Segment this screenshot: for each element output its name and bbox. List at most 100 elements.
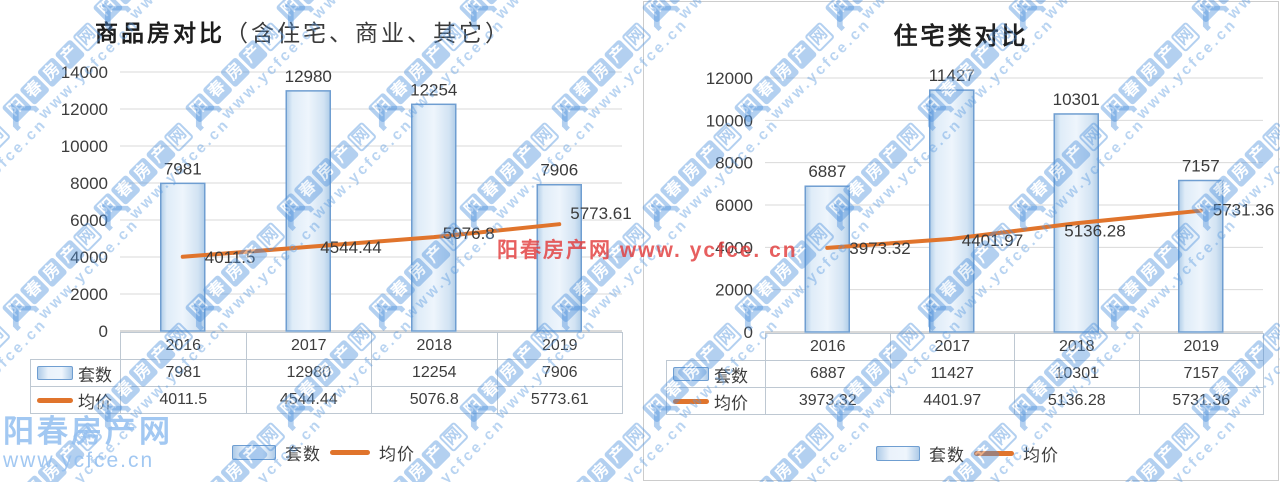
bar-value-label: 7981: [164, 159, 202, 178]
table-row: 套数 7981 12980 12254 7906: [30, 359, 623, 387]
right-chart-title-main: 住宅类对比: [893, 23, 1029, 50]
bar-value-label: 12980: [285, 67, 332, 86]
bar-2018: [411, 103, 457, 332]
series-name: 套数: [78, 365, 112, 385]
table-value-cell: 5076.8: [371, 386, 498, 414]
x-category-label: 2019: [1138, 333, 1264, 361]
series-name: 套数: [714, 366, 748, 386]
line-value-label: 4544.44: [320, 238, 381, 257]
table-value-cell: 3973.32: [765, 387, 891, 415]
table-value-cell: 4544.44: [245, 386, 372, 414]
series-name: 均价: [714, 393, 748, 413]
y-tick-label: 8000: [715, 154, 753, 173]
left-chart-panel: 商品房对比（含住宅、商业、其它） 0 2000 4000 6000 8000 10000 1…: [30, 14, 632, 465]
line-series-swatch: [330, 450, 370, 455]
line-value-label: 5731.36: [1213, 201, 1274, 220]
bar-value-label: 7157: [1182, 157, 1220, 176]
y-tick-label: 2000: [70, 285, 108, 304]
y-tick-label: 4000: [70, 248, 108, 267]
right-chart-panel: 住宅类对比 0 2000 4000 6000 8000 10000 12000 6887 114…: [643, 1, 1279, 481]
table-header-row: 2016 2017 2018 2019: [667, 333, 1264, 361]
bar-value-label: 11427: [929, 66, 975, 85]
bar-series-swatch: [673, 367, 709, 381]
bar-series-label: 套数: [285, 445, 321, 464]
y-tick-label: 6000: [715, 196, 753, 215]
bar-value-label: 12254: [410, 80, 457, 99]
avg-price-line: [180, 222, 562, 259]
left-legend: 套数 均价: [232, 440, 415, 465]
y-tick-label: 0: [99, 322, 108, 341]
bar-2017: [285, 90, 331, 332]
table-row: 套数 6887 11427 10301 7157: [666, 360, 1264, 388]
left-chart-plot: 0 2000 4000 6000 8000 10000 12000 14000 7981 1298…: [61, 63, 632, 341]
table-value-cell: 4011.5: [120, 386, 247, 414]
series-label-cell: 均价: [30, 386, 121, 414]
x-category-label: 2019: [496, 332, 623, 360]
table-value-cell: 6887: [765, 360, 891, 388]
right-chart-title: 住宅类对比: [644, 16, 1278, 51]
line-value-label: 3973.32: [849, 239, 910, 258]
table-value-cell: 5731.36: [1138, 387, 1264, 415]
x-category-label: 2016: [765, 333, 891, 361]
table-value-cell: 7157: [1138, 360, 1264, 388]
bar-2019: [536, 183, 582, 332]
bar-value-label: 10301: [1053, 90, 1100, 109]
table-corner-cell: [667, 334, 766, 361]
y-tick-label: 10000: [61, 137, 108, 156]
line-series-swatch: [673, 398, 709, 404]
bar-series-swatch: [232, 445, 276, 460]
table-value-cell: 7981: [120, 359, 247, 387]
x-category-label: 2017: [889, 333, 1015, 361]
bar-series-swatch: [876, 446, 920, 461]
y-tick-label: 0: [744, 323, 753, 342]
y-tick-label: 14000: [61, 63, 108, 82]
series-label-cell: 均价: [666, 387, 766, 415]
line-series-label: 均价: [1023, 446, 1059, 465]
line-value-label: 5136.28: [1064, 221, 1125, 240]
x-category-label: 2016: [120, 332, 247, 360]
y-tick-label: 2000: [715, 281, 753, 300]
y-tick-label: 12000: [706, 69, 753, 88]
line-value-label: 5773.61: [570, 204, 631, 223]
right-legend: 套数 均价: [876, 441, 1059, 466]
x-category-label: 2018: [1014, 333, 1140, 361]
bar-value-label: 6887: [808, 162, 846, 181]
y-tick-label: 8000: [70, 174, 108, 193]
y-tick-label: 12000: [61, 100, 108, 119]
left-chart-title: 商品房对比（含住宅、商业、其它）: [95, 14, 511, 48]
series-label-cell: 套数: [666, 360, 766, 388]
x-category-label: 2017: [245, 332, 372, 360]
line-series-swatch: [37, 397, 73, 403]
right-chart-plot: 0 2000 4000 6000 8000 10000 12000 6887 11427 1030…: [706, 66, 1274, 342]
left-chart-title-note: （含住宅、商业、其它）: [225, 20, 511, 46]
table-value-cell: 11427: [889, 360, 1015, 388]
table-value-cell: 7906: [496, 359, 623, 387]
bar-series-label: 套数: [929, 446, 965, 465]
table-value-cell: 12980: [245, 359, 372, 387]
table-row: 均价 3973.32 4401.97 5136.28 5731.36: [666, 387, 1264, 415]
y-tick-label: 10000: [706, 111, 753, 130]
bar-series-swatch: [37, 366, 73, 380]
line-series-label: 均价: [379, 445, 415, 464]
line-value-label: 4401.97: [962, 231, 1023, 250]
bar-value-label: 7906: [540, 161, 578, 180]
series-name: 均价: [78, 392, 112, 412]
left-data-table: 2016 2017 2018 2019 套数 7981 12980 12254 7906 均价 40…: [30, 332, 623, 414]
table-corner-cell: [31, 333, 121, 360]
series-label-cell: 套数: [30, 359, 121, 387]
left-chart-title-main: 商品房对比: [95, 20, 225, 46]
bar-2016: [804, 185, 850, 333]
table-value-cell: 10301: [1014, 360, 1140, 388]
table-value-cell: 4401.97: [889, 387, 1015, 415]
bar-2019: [1178, 179, 1224, 333]
y-tick-label: 4000: [715, 238, 753, 257]
line-value-label: 5076.8: [443, 224, 495, 243]
line-series-swatch: [974, 451, 1014, 456]
avg-price-line: [825, 208, 1203, 250]
table-value-cell: 5773.61: [496, 386, 623, 414]
table-value-cell: 5136.28: [1014, 387, 1140, 415]
bar-2017: [929, 89, 975, 333]
table-row: 均价 4011.5 4544.44 5076.8 5773.61: [30, 386, 623, 414]
table-value-cell: 12254: [371, 359, 498, 387]
